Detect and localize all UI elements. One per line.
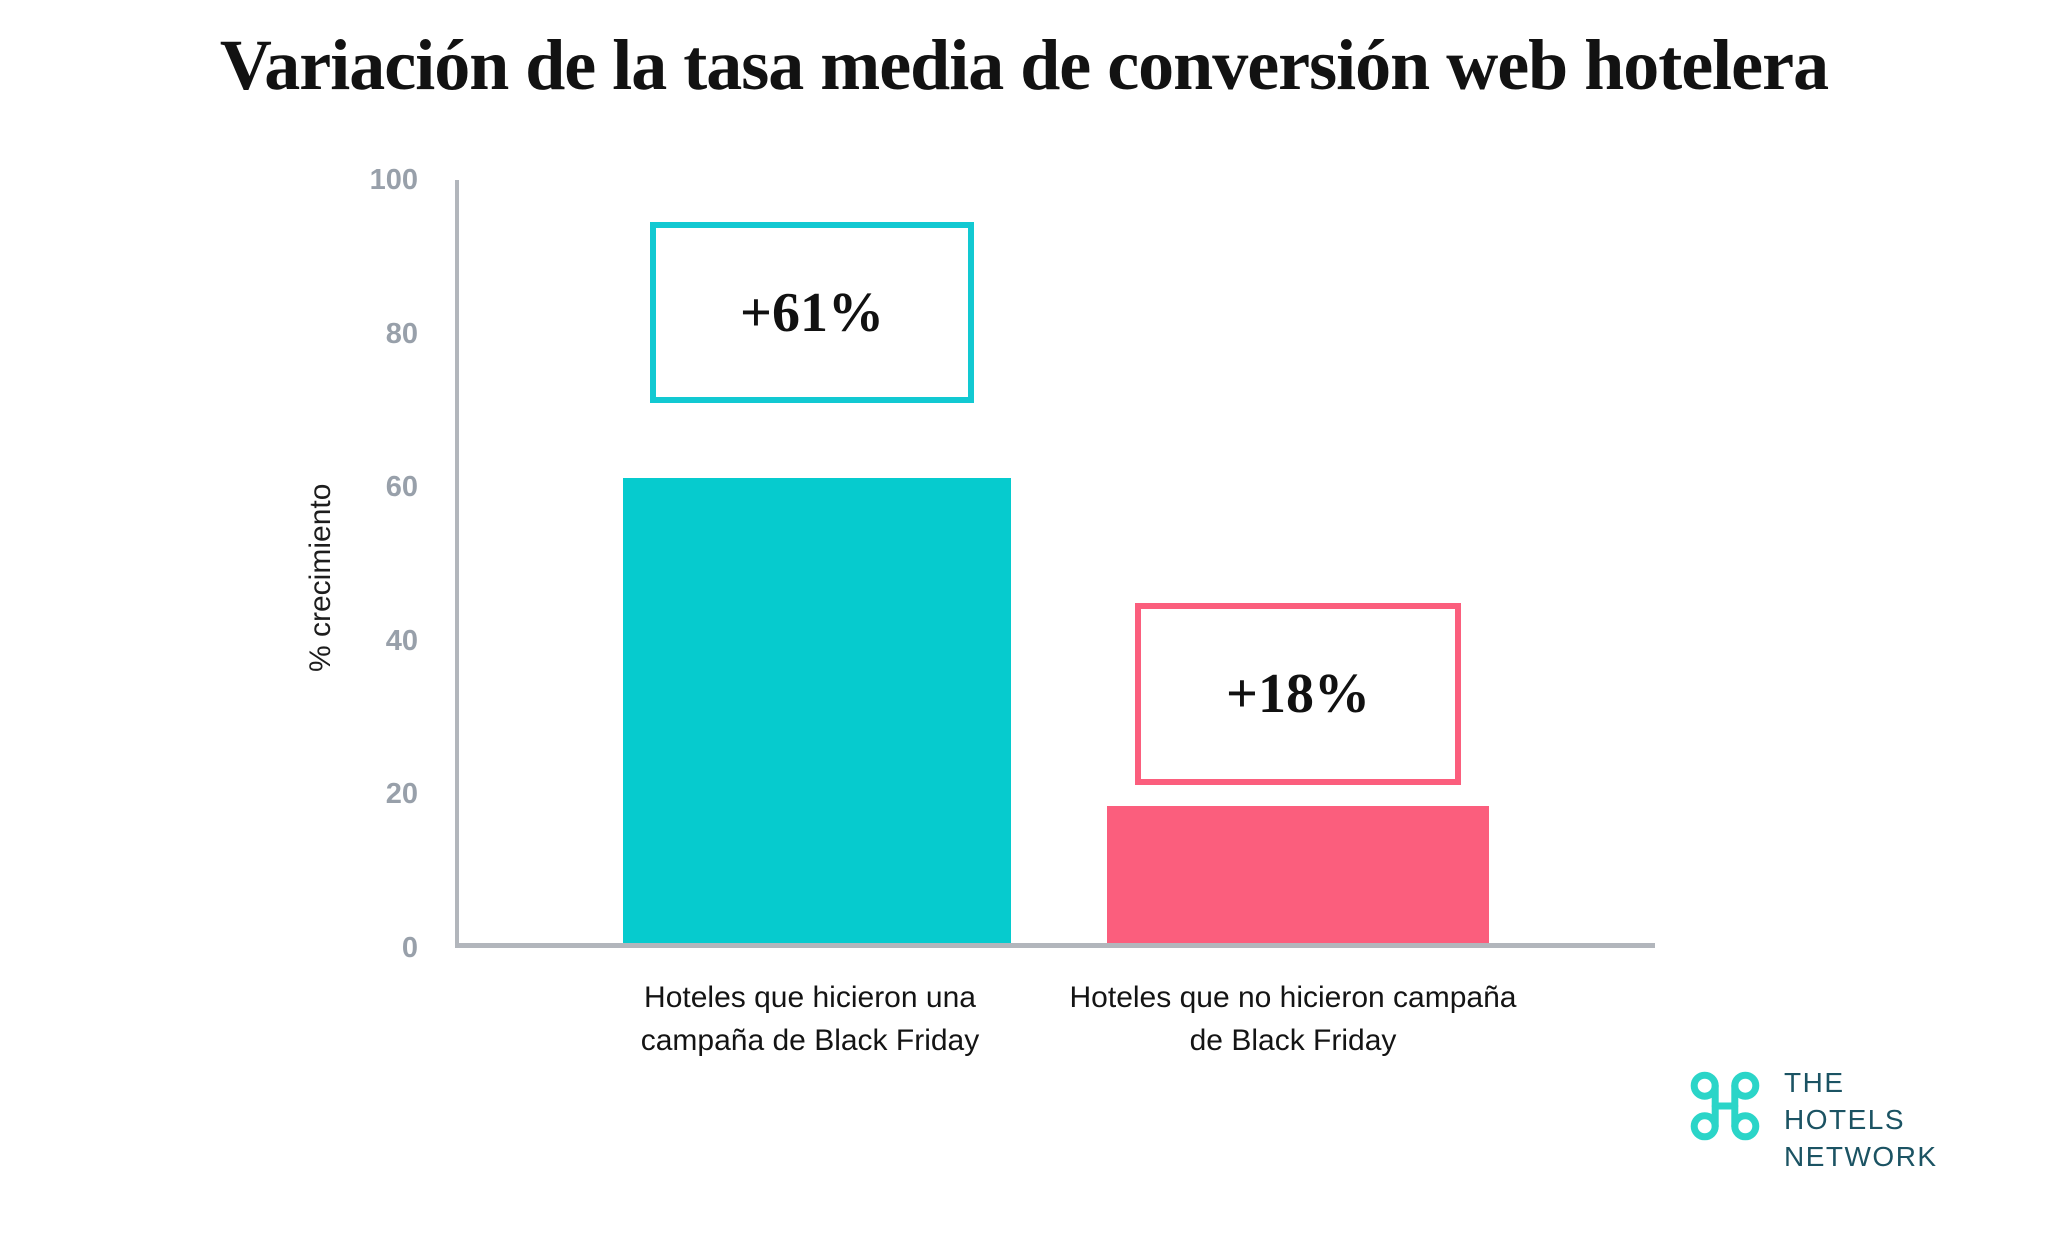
y-tick-0: 0	[401, 932, 418, 964]
x-category-line: de Black Friday	[1189, 1024, 1397, 1057]
annotation-value-without-campaign: +18%	[1226, 663, 1370, 725]
chart-title: Variación de la tasa media de conversión…	[219, 25, 1829, 105]
x-category-label-with-campaign: Hoteles que hicieron una campaña de Blac…	[558, 976, 1062, 1062]
thn-logo: THE HOTELS NETWORK	[1690, 1064, 1938, 1175]
plot-area	[455, 180, 1655, 948]
thn-logo-line: NETWORK	[1784, 1141, 1938, 1172]
annotation-box-without-campaign: +18%	[1135, 603, 1461, 785]
bar-hotels-with-campaign	[623, 478, 1011, 943]
x-axis-line	[455, 943, 1655, 948]
thn-logo-line: HOTELS	[1784, 1104, 1906, 1135]
y-tick-80: 80	[385, 318, 418, 350]
y-tick-40: 40	[385, 625, 418, 657]
y-axis-line	[455, 180, 459, 948]
y-tick-60: 60	[385, 471, 418, 503]
bar-hotels-without-campaign	[1107, 806, 1489, 943]
thn-logo-line: THE	[1784, 1067, 1845, 1098]
thn-clover-icon	[1690, 1071, 1760, 1141]
x-category-line: Hoteles que hicieron una	[644, 981, 976, 1014]
x-category-line: campaña de Black Friday	[640, 1024, 980, 1057]
annotation-value-with-campaign: +61%	[740, 281, 884, 344]
annotation-box-with-campaign: +61%	[650, 222, 974, 403]
x-category-label-without-campaign: Hoteles que no hicieron campaña de Black…	[1033, 976, 1553, 1062]
thn-logo-text: THE HOTELS NETWORK	[1784, 1064, 1938, 1175]
y-tick-20: 20	[385, 778, 418, 810]
y-tick-100: 100	[369, 164, 418, 196]
x-category-line: Hoteles que no hicieron campaña	[1069, 981, 1517, 1014]
